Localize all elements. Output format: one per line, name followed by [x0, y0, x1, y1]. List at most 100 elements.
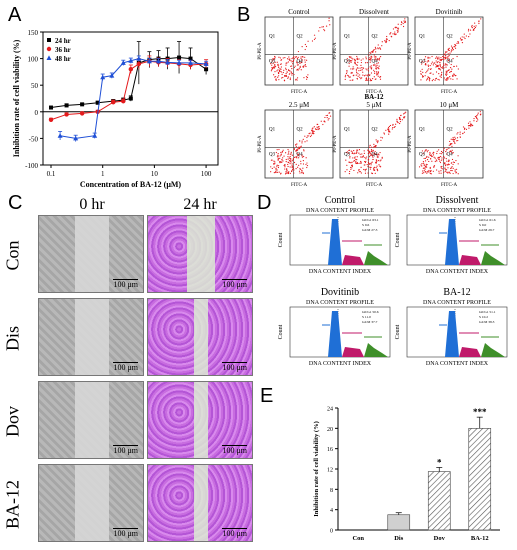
flow-dot [289, 77, 291, 79]
flow-dot [440, 167, 442, 169]
flow-dot [380, 139, 382, 141]
flow-dot [455, 159, 457, 162]
flow-dot [369, 154, 371, 156]
flow-dot [452, 163, 454, 166]
flow-dot [318, 125, 320, 128]
flow-dot [288, 161, 290, 164]
legend-marker [46, 55, 52, 60]
flow-dot [385, 38, 388, 40]
flow-dot [274, 65, 276, 67]
flow-dot [376, 170, 379, 172]
flow-dot [370, 150, 373, 152]
flow-dot [313, 38, 316, 41]
flow-dot [306, 135, 309, 137]
flow-dot [356, 150, 358, 152]
flow-dot [313, 34, 316, 36]
flow-dot [374, 150, 376, 153]
flow-dot [274, 76, 276, 78]
flow-dot [456, 42, 458, 44]
flow-dot [454, 170, 456, 172]
flow-dot [351, 71, 353, 74]
flow-dot [390, 32, 392, 34]
flow-dot [435, 77, 438, 79]
flow-dot [442, 66, 444, 68]
flow-dot [356, 162, 358, 165]
flow-dot [283, 79, 286, 81]
flow-dot [452, 167, 454, 170]
flow-dot [377, 44, 379, 46]
cycle-stat: S 10.2 [479, 315, 488, 319]
flow-dot [375, 56, 377, 58]
legend-label: 48 hr [55, 55, 71, 63]
flow-dot [439, 152, 441, 155]
flow-dot [451, 49, 453, 51]
flow-dot [289, 58, 291, 60]
flow-dot [447, 60, 450, 62]
flow-dot [446, 70, 449, 72]
cycle-stat: G0/G1 50.6 [362, 310, 379, 314]
flow-dot [299, 140, 301, 142]
flow-y-axis: PI-PE-A [408, 135, 413, 153]
flow-dot [296, 79, 298, 81]
flow-dot [349, 76, 351, 78]
quadrant-label: Q2 [297, 34, 304, 39]
flow-dot [438, 158, 440, 160]
flow-dot [357, 61, 359, 63]
flow-dot [296, 143, 298, 145]
flow-dot [446, 153, 448, 155]
flow-dot [284, 75, 286, 77]
flow-dot [285, 64, 287, 66]
y-tick-label: 4 [330, 508, 333, 514]
flow-dot [277, 72, 280, 74]
quadrant-label: Q1 [269, 127, 276, 132]
flow-dot [429, 151, 431, 154]
flow-dot [351, 57, 353, 59]
flow-dot [432, 152, 434, 154]
flow-dot [299, 66, 301, 69]
flow-dot [397, 122, 399, 124]
flow-dot [469, 29, 472, 31]
flow-dot [275, 170, 277, 172]
flow-dot [297, 64, 299, 66]
flow-dot [433, 166, 435, 168]
flow-dot [277, 156, 279, 158]
flow-dot [428, 171, 430, 173]
data-point [188, 60, 194, 65]
flow-dot [355, 160, 357, 163]
flow-dot [304, 135, 306, 137]
flow-dot [404, 112, 406, 114]
flow-dot [376, 155, 378, 157]
flow-dot [469, 121, 471, 123]
flow-dot [439, 66, 442, 68]
flow-dot [397, 23, 399, 25]
micrograph-phase: 100 μm [38, 215, 144, 293]
cycle-stat: G2/M 29.7 [479, 228, 495, 232]
flow-dot [379, 160, 381, 162]
flow-dot [289, 153, 291, 155]
flow-dot [367, 172, 369, 174]
flow-dot [476, 120, 478, 122]
quadrant-label: Q2 [447, 34, 454, 39]
flow-dot [465, 35, 467, 37]
flow-title: 10 μM [440, 101, 460, 109]
flow-dot [278, 148, 280, 151]
flow-dot [297, 56, 299, 58]
flow-dot [368, 74, 371, 76]
flow-dot [478, 20, 480, 22]
flow-dot [275, 168, 277, 170]
cycle-title: BA-12 [443, 287, 470, 298]
flow-dot [349, 157, 351, 159]
cycle-stat: G2/M 37.7 [362, 320, 378, 324]
flow-dot [470, 125, 472, 127]
flow-dot [281, 73, 283, 75]
flow-dot [439, 75, 441, 77]
flow-dot [450, 143, 453, 145]
flow-dot [346, 151, 349, 153]
flow-dot [396, 118, 398, 120]
flow-dot [361, 153, 363, 155]
flow-dot [352, 58, 354, 60]
flow-dot [455, 168, 458, 170]
flow-dot [356, 55, 358, 58]
flow-dot [304, 56, 306, 58]
flow-dot [461, 42, 464, 44]
